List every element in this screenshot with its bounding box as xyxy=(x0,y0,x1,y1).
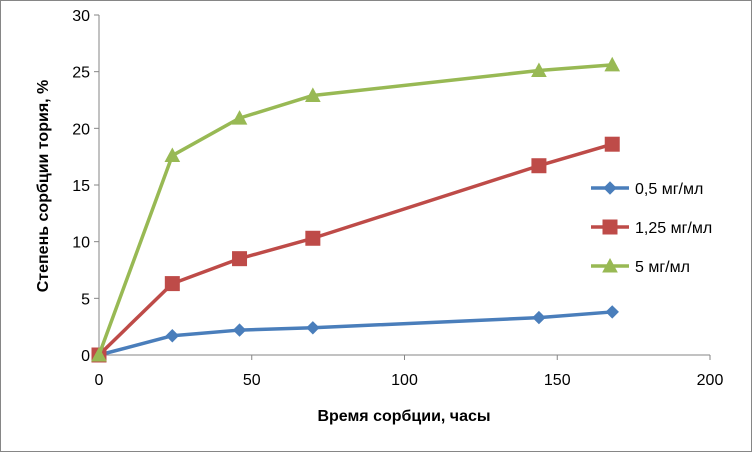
y-tick-label: 30 xyxy=(72,8,90,25)
series-1 xyxy=(92,305,619,362)
series-line xyxy=(97,142,613,357)
legend-swatch-marker xyxy=(602,257,618,273)
data-point xyxy=(604,136,620,152)
x-tick-label: 50 xyxy=(243,372,261,389)
x-tick-label: 200 xyxy=(697,372,724,389)
data-point xyxy=(164,147,181,163)
x-tick-label: 0 xyxy=(95,372,104,389)
legend-swatch-marker xyxy=(603,181,617,195)
y-tick-label: 25 xyxy=(72,65,90,82)
y-tick-label: 20 xyxy=(72,121,90,138)
data-point xyxy=(232,323,247,337)
data-point xyxy=(232,251,248,267)
data-point xyxy=(605,305,619,319)
legend-label: 0,5 мг/мл xyxy=(635,181,703,198)
axes: 0 5 10 15 20 25 30 0 50 100 150 200 xyxy=(72,8,723,389)
series-line xyxy=(97,63,613,356)
series-2 xyxy=(91,136,620,363)
series-group xyxy=(91,56,621,363)
y-tick-label: 15 xyxy=(72,178,90,195)
data-point xyxy=(91,346,107,362)
y-tick-label: 5 xyxy=(81,291,90,308)
y-tick-label: 0 xyxy=(81,348,90,365)
x-axis-title: Время сорбции, часы xyxy=(317,408,490,425)
series-3 xyxy=(91,56,621,362)
legend-item: 0,5 мг/мл xyxy=(591,181,703,198)
y-tick-label: 10 xyxy=(72,235,90,252)
data-point xyxy=(532,310,546,325)
data-point xyxy=(604,56,621,72)
data-point xyxy=(305,230,321,246)
data-point xyxy=(165,329,180,343)
legend-item: 1,25 мг/мл xyxy=(591,219,712,237)
data-point xyxy=(305,87,321,102)
legend-label: 1,25 мг/мл xyxy=(635,220,712,237)
data-point xyxy=(531,158,547,174)
x-tick-label: 100 xyxy=(391,372,418,389)
x-tick-label: 150 xyxy=(544,372,571,389)
legend: 0,5 мг/мл 1,25 мг/мл 5 мг/мл xyxy=(591,181,712,276)
legend-swatch-marker xyxy=(602,219,618,235)
y-axis-title: Степень сорбции тория, % xyxy=(35,80,52,293)
legend-item: 5 мг/мл xyxy=(591,257,690,276)
data-point xyxy=(306,321,320,335)
legend-label: 5 мг/мл xyxy=(635,259,690,276)
data-point xyxy=(531,62,547,78)
data-point xyxy=(164,276,180,292)
data-point xyxy=(231,110,248,125)
series-line xyxy=(98,310,613,357)
